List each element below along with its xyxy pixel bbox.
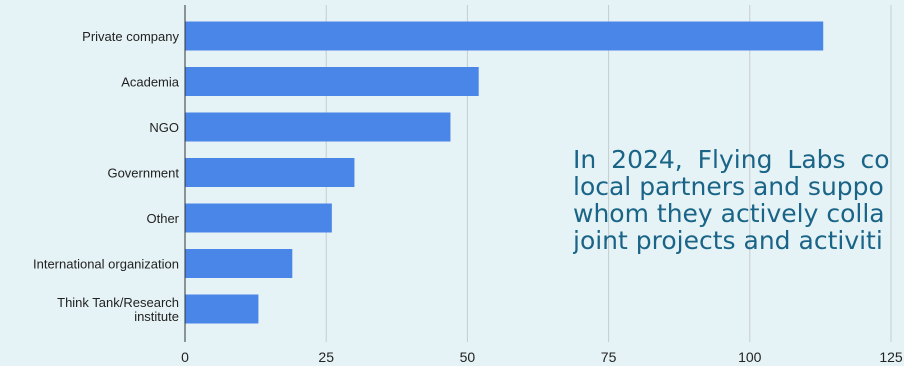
category-label-1: Private company — [82, 29, 179, 44]
description-line-4: joint projects and activiti — [573, 226, 883, 254]
bar-2 — [185, 67, 479, 96]
category-label-5: Other — [146, 211, 179, 226]
x-tick-label-100: 100 — [738, 349, 762, 365]
x-tick-label-50: 50 — [460, 349, 476, 365]
description-line-2: local partners and suppo — [573, 172, 884, 201]
x-tick-label-0: 0 — [181, 349, 189, 365]
description-line-1: In 2024, Flying Labs co — [573, 146, 890, 174]
category-label-2: Academia — [121, 75, 180, 90]
bars — [185, 21, 824, 324]
bar-4 — [185, 158, 355, 187]
x-tick-label-25: 25 — [318, 349, 334, 365]
grid-lines — [325, 5, 892, 342]
category-label-7: Think Tank/Research institute — [57, 295, 179, 324]
category-label-3: NGO — [149, 120, 179, 135]
bar-6 — [185, 249, 293, 278]
category-labels: Private company Academia NGO Government Othe… — [33, 29, 180, 324]
category-label-6: International organization — [33, 257, 179, 272]
description-line-3: whom they actively colla — [573, 199, 885, 228]
x-tick-labels: 0 25 50 75 100 125 — [181, 349, 903, 365]
x-tick-label-75: 75 — [601, 349, 617, 365]
bar-1 — [185, 21, 824, 51]
description-text: In 2024, Flying Labs co local partners a… — [573, 146, 904, 254]
x-tick-label-125: 125 — [879, 349, 903, 365]
bar-3 — [185, 112, 451, 142]
bar-5 — [185, 203, 332, 233]
category-label-4: Government — [107, 166, 179, 181]
bar-7 — [185, 294, 259, 324]
